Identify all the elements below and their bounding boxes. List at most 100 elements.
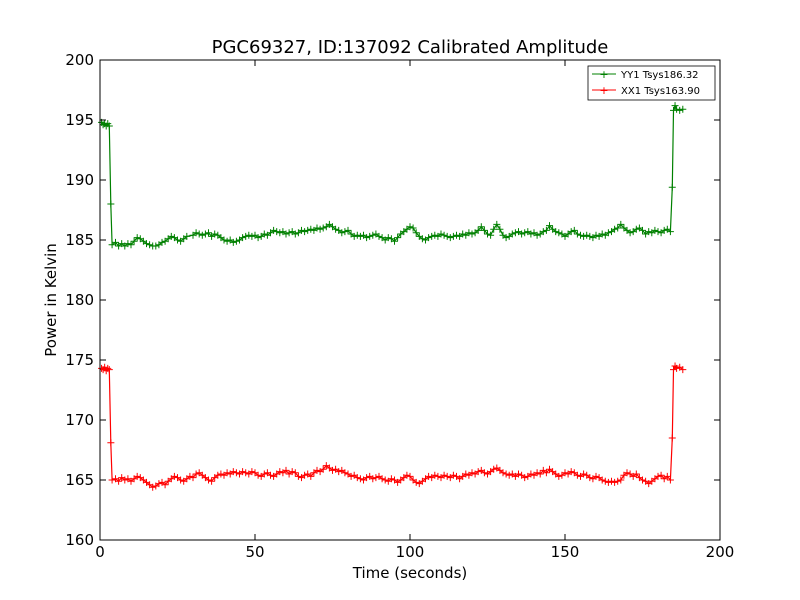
data-point-xx1: [403, 471, 411, 479]
data-point-xx1: [301, 471, 309, 479]
data-point-yy1: [490, 225, 498, 233]
legend-label-xx1: XX1 Tsys163.90: [621, 86, 700, 97]
data-point-yy1: [431, 231, 439, 239]
y-tick-label: 160: [65, 531, 94, 549]
data-point-xx1: [260, 470, 268, 478]
data-point-yy1: [192, 229, 200, 237]
data-point-xx1: [592, 472, 600, 480]
data-point-xx1: [189, 474, 197, 482]
data-point-yy1: [105, 122, 113, 130]
data-point-xx1: [347, 472, 355, 480]
data-point-xx1: [101, 363, 109, 371]
data-point-yy1: [465, 229, 473, 237]
data-point-xx1: [462, 470, 470, 478]
data-point-xx1: [434, 472, 442, 480]
data-point-yy1: [567, 228, 575, 236]
data-point-yy1: [254, 234, 262, 242]
data-point-yy1: [130, 237, 138, 245]
data-point-yy1: [552, 228, 560, 236]
data-point-xx1: [155, 480, 163, 488]
data-point-yy1: [580, 232, 588, 240]
data-point-xx1: [604, 478, 612, 486]
data-point-yy1: [282, 230, 290, 238]
data-point-xx1: [192, 470, 200, 478]
data-point-xx1: [108, 476, 116, 484]
data-point-yy1: [301, 228, 309, 236]
data-point-yy1: [598, 230, 606, 238]
data-point-xx1: [214, 471, 222, 479]
data-point-yy1: [484, 230, 491, 238]
x-tick-label: 0: [95, 543, 105, 561]
data-point-xx1: [412, 478, 420, 486]
data-point-yy1: [350, 232, 358, 240]
y-axis-label: Power in Kelvin: [42, 243, 60, 357]
data-point-yy1: [298, 226, 305, 234]
data-point-xx1: [378, 475, 386, 483]
data-point-yy1: [356, 232, 364, 240]
ticks-layer: 0 50 100 150 200 160 165 170 175 180 185 190 195 200: [65, 51, 734, 561]
data-point-xx1: [276, 468, 284, 476]
x-tick-label: 150: [551, 543, 580, 561]
data-point-yy1: [611, 225, 619, 233]
data-point-xx1: [542, 469, 550, 477]
data-point-yy1: [353, 231, 361, 239]
legend-box: [587, 65, 716, 101]
data-point-xx1: [121, 476, 129, 484]
y-tick-label: 185: [65, 231, 94, 249]
data-point-xx1: [449, 471, 457, 479]
data-point-yy1: [480, 226, 488, 234]
data-point-yy1: [521, 229, 529, 237]
data-point-xx1: [521, 474, 529, 482]
data-point-yy1: [316, 225, 324, 233]
data-point-xx1: [363, 474, 371, 482]
data-point-yy1: [409, 224, 417, 232]
data-point-yy1: [671, 102, 679, 110]
data-point-xx1: [372, 474, 380, 482]
legend-label-yy1: YY1 Tsys186.32: [620, 70, 699, 81]
data-point-xx1: [242, 469, 250, 477]
data-point-xx1: [369, 475, 377, 483]
data-point-yy1: [291, 230, 299, 238]
data-point-xx1: [561, 469, 569, 477]
data-point-yy1: [112, 238, 119, 246]
data-point-yy1: [508, 230, 516, 238]
series-line-xx1: [101, 364, 684, 488]
data-point-xx1: [480, 469, 488, 477]
data-point-xx1: [668, 434, 676, 442]
data-point-xx1: [515, 470, 522, 478]
data-point-yy1: [487, 231, 495, 239]
data-point-xx1: [115, 477, 123, 485]
data-point-yy1: [453, 231, 460, 239]
data-point-xx1: [205, 476, 212, 484]
data-point-xx1: [443, 472, 451, 480]
y-tick-label: 170: [65, 411, 94, 429]
series-markers-xx1: [98, 362, 687, 491]
y-tick-label: 175: [65, 351, 94, 369]
data-point-yy1: [632, 225, 640, 233]
data-point-yy1: [133, 234, 141, 242]
x-tick-label: 100: [396, 543, 425, 561]
data-point-yy1: [332, 225, 340, 233]
data-point-yy1: [446, 234, 454, 242]
data-point-xx1: [161, 481, 169, 489]
data-point-xx1: [133, 472, 141, 480]
data-point-yy1: [229, 238, 237, 246]
data-point-xx1: [608, 477, 615, 485]
series-markers-yy1: [98, 102, 687, 250]
y-tick-label: 195: [65, 111, 94, 129]
data-point-xx1: [353, 474, 361, 482]
data-point-xx1: [186, 472, 194, 480]
data-point-yy1: [555, 229, 563, 237]
data-point-yy1: [496, 225, 504, 233]
data-point-xx1: [307, 472, 315, 480]
data-point-xx1: [639, 476, 646, 484]
y-tick-label: 200: [65, 51, 94, 69]
data-point-yy1: [174, 236, 181, 244]
data-point-xx1: [666, 476, 674, 484]
data-point-xx1: [170, 472, 178, 480]
data-point-yy1: [99, 121, 107, 129]
data-point-xx1: [527, 470, 535, 478]
data-point-yy1: [260, 230, 268, 238]
data-point-xx1: [499, 469, 507, 477]
data-point-xx1: [586, 474, 594, 482]
